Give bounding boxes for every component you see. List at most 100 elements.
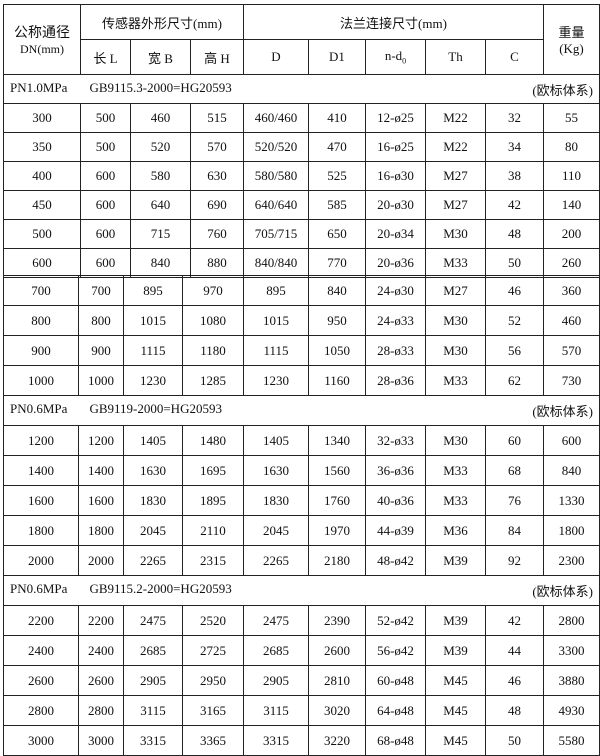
table-cell: 50 — [485, 248, 544, 278]
table-cell: 895 — [243, 275, 309, 306]
table-cell: 2400 — [3, 635, 79, 666]
table-cell: 200 — [543, 219, 600, 249]
table-cell: 2400 — [78, 635, 124, 666]
table-cell: 60-ø48 — [365, 665, 426, 696]
table-cell: 44 — [485, 635, 544, 666]
table-cell: 1695 — [182, 455, 244, 486]
table-cell: 44-ø39 — [365, 515, 426, 546]
table-cell: 460/460 — [243, 103, 309, 133]
table-row: 2400 2400 2685 2725 2685 2600 56-ø42 M39 44 3300 — [3, 635, 600, 666]
table-cell: 64-ø48 — [365, 695, 426, 726]
pressure-group-row: PN0.6MPa GB9119-2000=HG20593 (欧标体系) — [3, 395, 600, 426]
table-row: 400 600 580 630 580/580 525 16-ø30 M27 38 110 — [3, 161, 600, 191]
table-cell: 1800 — [3, 515, 79, 546]
table-cell: 2905 — [243, 665, 309, 696]
table-cell: 1080 — [182, 305, 244, 336]
pressure-rating: PN0.6MPa — [10, 401, 68, 416]
col-header-d1: D1 — [308, 39, 366, 75]
table-cell: 1800 — [78, 515, 124, 546]
table-cell: 38 — [485, 161, 544, 191]
table-cell: 2685 — [243, 635, 309, 666]
table-cell: 410 — [308, 103, 366, 133]
table-cell: 3315 — [243, 725, 309, 756]
table-cell: 1630 — [243, 455, 309, 486]
col-header-nd0: n-d0 — [365, 39, 426, 75]
table-cell: 34 — [485, 132, 544, 162]
table-cell: 68 — [485, 455, 544, 486]
table-cell: 1230 — [123, 365, 183, 396]
table-cell: 3365 — [182, 725, 244, 756]
table-cell: 895 — [123, 275, 183, 306]
table-cell: 2000 — [78, 545, 124, 576]
standard-system: (欧标体系) — [532, 82, 593, 98]
table-cell: 3115 — [123, 695, 183, 726]
table-cell: 520 — [130, 132, 191, 162]
flange-dimensions-header: 法兰连接尺寸(mm) — [243, 4, 544, 40]
table-cell: 1180 — [182, 335, 244, 366]
table-cell: M33 — [425, 248, 486, 278]
table-cell: 50 — [485, 725, 544, 756]
table-cell: 600 — [543, 425, 600, 456]
pressure-rating: PN1.0MPa — [10, 79, 68, 95]
table-cell: 2180 — [308, 545, 366, 576]
table-cell: 1830 — [123, 485, 183, 516]
table-cell: 56 — [485, 335, 544, 366]
table-cell: 40-ø36 — [365, 485, 426, 516]
table-cell: 46 — [485, 665, 544, 696]
table-cell: 1330 — [543, 485, 600, 516]
col-header-b: 宽 B — [130, 39, 191, 75]
table-cell: 630 — [190, 161, 244, 191]
table-cell: 2315 — [182, 545, 244, 576]
table-row: 2200 2200 2475 2520 2475 2390 52-ø42 M39 42 2800 — [3, 605, 600, 636]
table-cell: 260 — [543, 248, 600, 278]
table-cell: 760 — [190, 219, 244, 249]
table-cell: 640 — [130, 190, 191, 220]
table-cell: 800 — [78, 305, 124, 336]
table-cell: 2600 — [308, 635, 366, 666]
col-header-d: D — [243, 39, 309, 75]
table-cell: 16-ø25 — [365, 132, 426, 162]
table-cell: 500 — [80, 132, 131, 162]
table-cell: 1200 — [78, 425, 124, 456]
table-cell: 1600 — [78, 485, 124, 516]
pressure-group-cell: PN0.6MPa GB9115.2-2000=HG20593 (欧标体系) — [3, 575, 600, 606]
table-cell: M39 — [425, 605, 486, 636]
table-cell: 36-ø36 — [365, 455, 426, 486]
table-cell: 580/580 — [243, 161, 309, 191]
table-cell: 900 — [3, 335, 79, 366]
table-cell: 360 — [543, 275, 600, 306]
table-cell: 460 — [130, 103, 191, 133]
table-cell: 3300 — [543, 635, 600, 666]
table-cell: 840/840 — [243, 248, 309, 278]
col-header-th: Th — [425, 39, 486, 75]
table-cell: 52-ø42 — [365, 605, 426, 636]
table-cell: 76 — [485, 485, 544, 516]
table-cell: 1600 — [3, 485, 79, 516]
col-header-h: 高 H — [190, 39, 244, 75]
table-cell: 16-ø30 — [365, 161, 426, 191]
table-cell: M45 — [425, 725, 486, 756]
table-cell: 400 — [3, 161, 81, 191]
table-cell: 700 — [78, 275, 124, 306]
table-cell: 2475 — [243, 605, 309, 636]
table-cell: 2475 — [123, 605, 183, 636]
table-cell: 3880 — [543, 665, 600, 696]
table-row: 1800 1800 2045 2110 2045 1970 44-ø39 M36 84 1800 — [3, 515, 600, 546]
table-cell: 1400 — [3, 455, 79, 486]
table-cell: M30 — [425, 305, 486, 336]
table-cell: 28-ø36 — [365, 365, 426, 396]
table-cell: 110 — [543, 161, 600, 191]
table-cell: 300 — [3, 103, 81, 133]
table-cell: 640/640 — [243, 190, 309, 220]
table-cell: 570 — [543, 335, 600, 366]
table-cell: 1630 — [123, 455, 183, 486]
table-row: 1600 1600 1830 1895 1830 1760 40-ø36 M33 76 1330 — [3, 485, 600, 516]
table-cell: 1560 — [308, 455, 366, 486]
table-cell: 52 — [485, 305, 544, 336]
table-cell: 60 — [485, 425, 544, 456]
flange-standard: GB9115.2-2000=HG20593 — [89, 581, 232, 596]
table-cell: 48-ø42 — [365, 545, 426, 576]
table-cell: 705/715 — [243, 219, 309, 249]
table-row: 300 500 460 515 460/460 410 12-ø25 M22 32 55 — [3, 103, 600, 133]
col-header-c: C — [485, 39, 544, 75]
